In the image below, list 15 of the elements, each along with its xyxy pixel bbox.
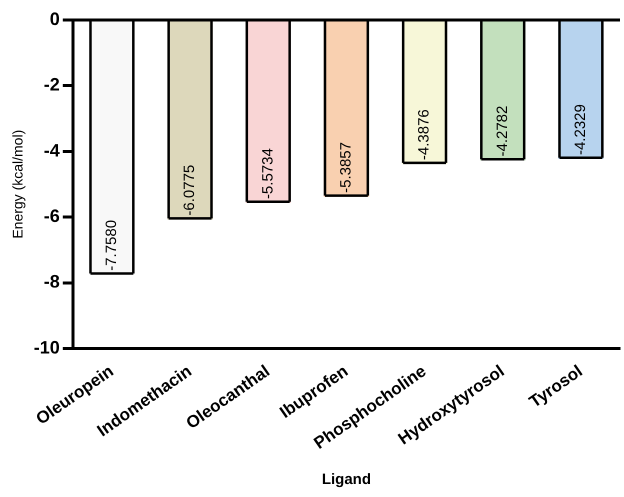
data-label: -6.0775	[181, 164, 198, 216]
y-tick-label: 0	[50, 8, 60, 29]
data-label: -4.2329	[572, 104, 590, 156]
y-tick-label: -4	[44, 140, 60, 160]
data-label: -4.3876	[416, 109, 433, 160]
data-label: -4.2782	[494, 106, 511, 157]
y-axis-title: Energy (kcal/mol)	[9, 130, 26, 239]
y-tick-label: -2	[44, 74, 60, 95]
x-axis-title: Ligand	[322, 471, 371, 488]
y-tick-label: -8	[44, 272, 60, 292]
data-label: -7.7580	[103, 220, 120, 271]
y-tick-label: -6	[44, 206, 60, 226]
data-label: -5.5734	[259, 148, 276, 200]
y-tick-label: -10	[34, 337, 60, 358]
data-label: -5.3857	[338, 142, 355, 193]
